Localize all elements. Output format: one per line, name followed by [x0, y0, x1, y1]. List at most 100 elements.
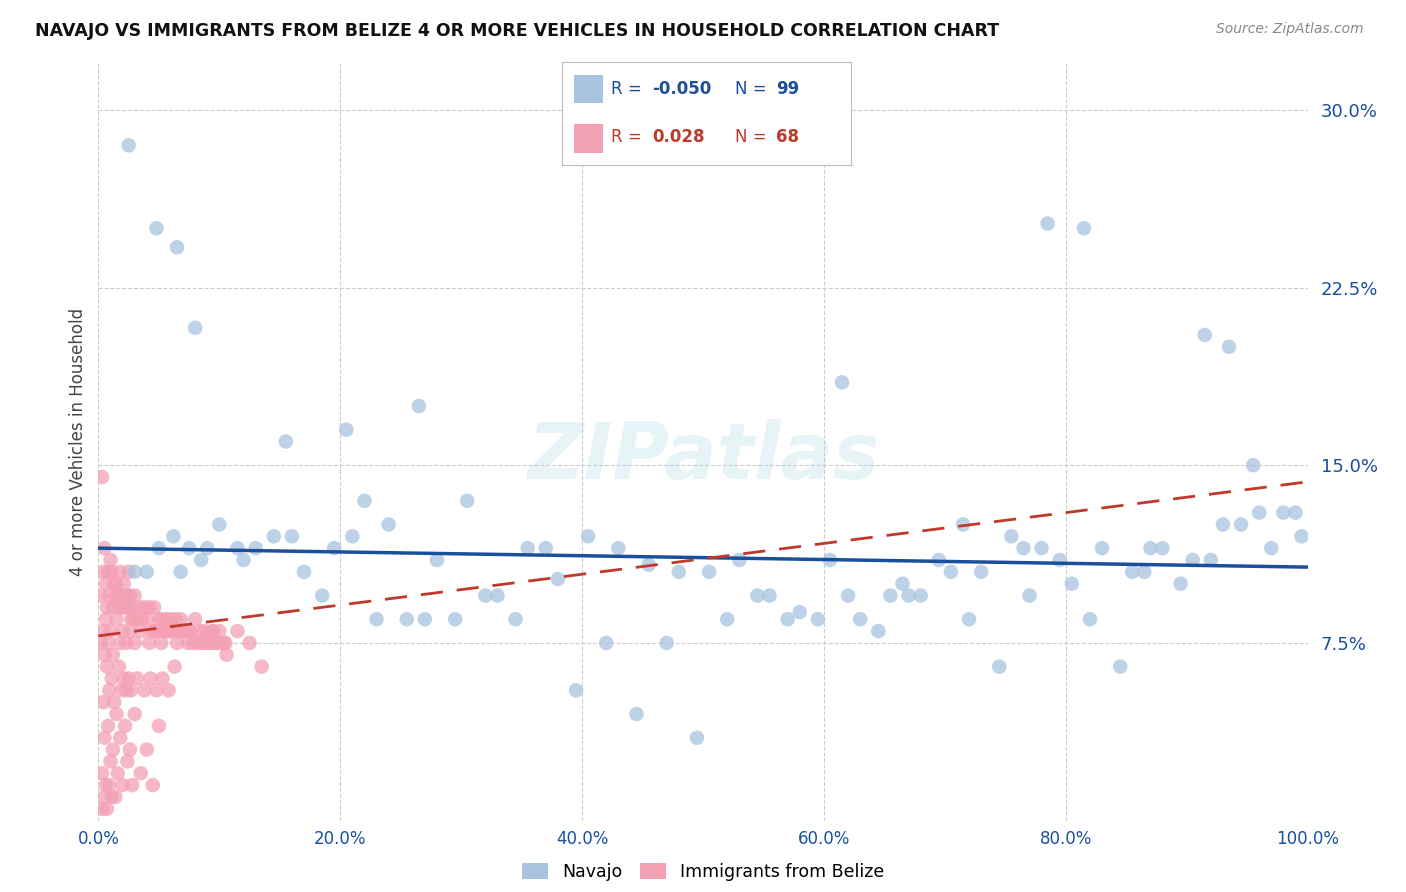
Text: R =: R =	[612, 128, 647, 145]
Navajo	[910, 589, 932, 603]
Bar	[574, 124, 603, 153]
Navajo	[413, 612, 436, 626]
Immigrants from Belize	[152, 624, 174, 639]
Navajo	[505, 612, 527, 626]
Immigrants from Belize	[90, 589, 112, 603]
Immigrants from Belize	[204, 636, 226, 650]
Immigrants from Belize	[179, 624, 201, 639]
Immigrants from Belize	[100, 672, 122, 686]
Immigrants from Belize	[188, 624, 211, 639]
Navajo	[970, 565, 993, 579]
Immigrants from Belize	[124, 636, 146, 650]
Immigrants from Belize	[104, 589, 127, 603]
Navajo	[891, 576, 914, 591]
Immigrants from Belize	[174, 624, 197, 639]
Navajo	[1230, 517, 1253, 532]
Navajo	[335, 423, 357, 437]
Immigrants from Belize	[91, 565, 114, 579]
Immigrants from Belize	[226, 624, 249, 639]
Immigrants from Belize	[172, 624, 194, 639]
Navajo	[565, 683, 588, 698]
Immigrants from Belize	[97, 565, 120, 579]
Immigrants from Belize	[100, 565, 122, 579]
Immigrants from Belize	[108, 600, 131, 615]
Navajo	[1181, 553, 1204, 567]
Immigrants from Belize	[107, 589, 129, 603]
Navajo	[323, 541, 346, 556]
Navajo	[190, 553, 212, 567]
Navajo	[1284, 506, 1306, 520]
Immigrants from Belize	[93, 789, 115, 804]
Text: -0.050: -0.050	[652, 79, 711, 97]
Immigrants from Belize	[162, 624, 184, 639]
Immigrants from Belize	[152, 672, 174, 686]
Immigrants from Belize	[96, 600, 118, 615]
Immigrants from Belize	[134, 683, 156, 698]
Immigrants from Belize	[105, 576, 128, 591]
Immigrants from Belize	[98, 683, 121, 698]
Immigrants from Belize	[104, 789, 127, 804]
Immigrants from Belize	[143, 600, 166, 615]
Immigrants from Belize	[90, 636, 112, 650]
Immigrants from Belize	[198, 636, 221, 650]
Navajo	[311, 589, 333, 603]
Immigrants from Belize	[143, 624, 166, 639]
Navajo	[395, 612, 418, 626]
Immigrants from Belize	[195, 636, 218, 650]
Navajo	[1218, 340, 1240, 354]
Navajo	[426, 553, 449, 567]
Navajo	[474, 589, 496, 603]
Immigrants from Belize	[160, 612, 183, 626]
Immigrants from Belize	[93, 731, 115, 745]
Immigrants from Belize	[214, 636, 236, 650]
Immigrants from Belize	[94, 612, 117, 626]
Navajo	[486, 589, 509, 603]
Immigrants from Belize	[157, 624, 180, 639]
Navajo	[353, 493, 375, 508]
Immigrants from Belize	[181, 636, 204, 650]
Navajo	[1091, 541, 1114, 556]
Immigrants from Belize	[115, 589, 138, 603]
Immigrants from Belize	[194, 624, 217, 639]
Navajo	[166, 240, 188, 254]
Navajo	[1212, 517, 1234, 532]
Navajo	[292, 565, 315, 579]
Immigrants from Belize	[124, 706, 146, 721]
Navajo	[342, 529, 364, 543]
Immigrants from Belize	[148, 719, 170, 733]
Immigrants from Belize	[103, 576, 125, 591]
Navajo	[952, 517, 974, 532]
Navajo	[1139, 541, 1161, 556]
Immigrants from Belize	[139, 672, 162, 686]
Navajo	[879, 589, 901, 603]
Immigrants from Belize	[165, 612, 187, 626]
Immigrants from Belize	[191, 636, 214, 650]
Immigrants from Belize	[96, 802, 118, 816]
Immigrants from Belize	[93, 541, 115, 556]
Navajo	[1121, 565, 1143, 579]
Navajo	[576, 529, 599, 543]
Immigrants from Belize	[103, 695, 125, 709]
Immigrants from Belize	[202, 624, 225, 639]
Immigrants from Belize	[117, 755, 139, 769]
Navajo	[939, 565, 962, 579]
Navajo	[607, 541, 630, 556]
Navajo	[626, 706, 648, 721]
Navajo	[837, 589, 859, 603]
Navajo	[408, 399, 430, 413]
Navajo	[868, 624, 890, 639]
Navajo	[232, 553, 254, 567]
Immigrants from Belize	[111, 589, 134, 603]
Immigrants from Belize	[142, 778, 165, 792]
Navajo	[655, 636, 678, 650]
Immigrants from Belize	[129, 766, 152, 780]
Navajo	[831, 376, 853, 390]
Immigrants from Belize	[120, 683, 142, 698]
Y-axis label: 4 or more Vehicles in Household: 4 or more Vehicles in Household	[69, 308, 87, 575]
Immigrants from Belize	[138, 636, 160, 650]
Text: 68: 68	[776, 128, 799, 145]
Navajo	[747, 589, 769, 603]
Immigrants from Belize	[215, 648, 238, 662]
Navajo	[245, 541, 267, 556]
Navajo	[148, 541, 170, 556]
